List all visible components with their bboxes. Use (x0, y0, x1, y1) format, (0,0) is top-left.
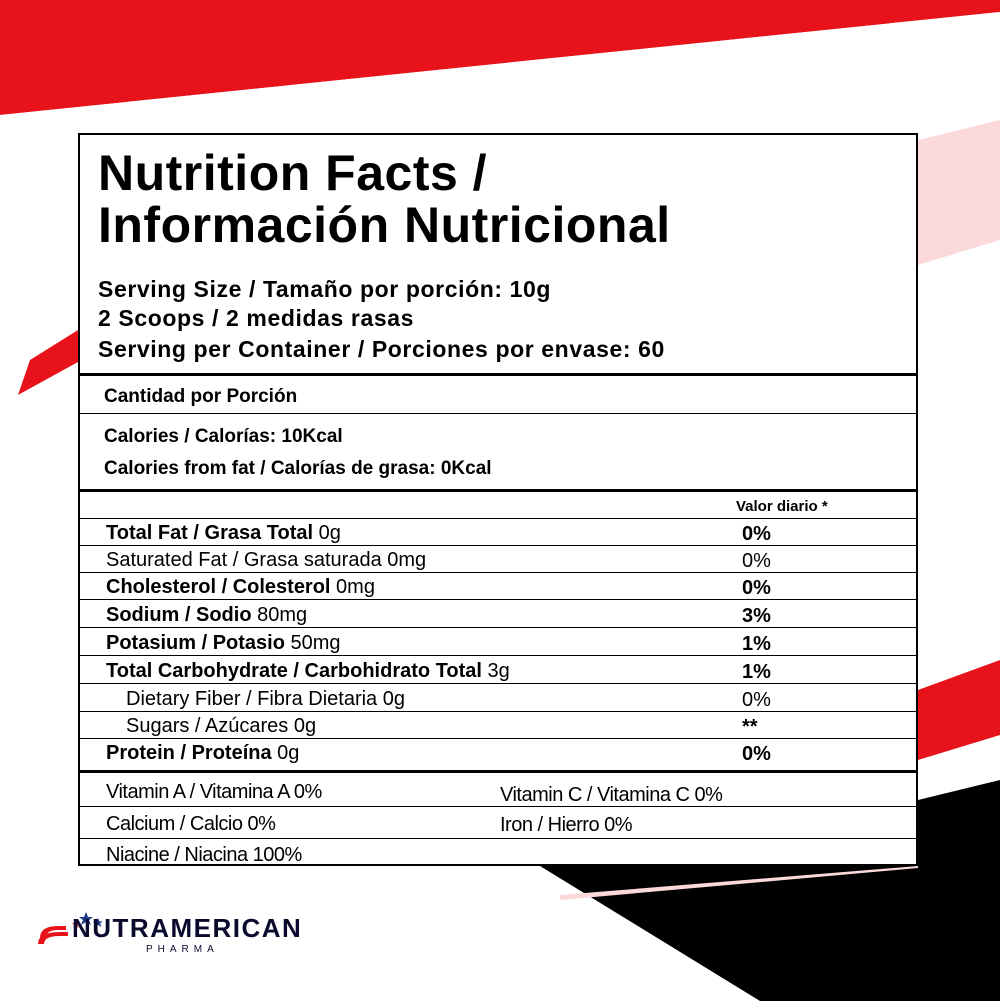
nutrient-amount: 0g (271, 742, 300, 764)
nutrient-row: Sugars / Azúcares 0g ** (80, 712, 916, 739)
serving-scoops: 2 Scoops / 2 medidas rasas (98, 305, 415, 331)
nutrient-name: Cholesterol / Colesterol (106, 576, 331, 598)
nutrient-amount: 80mg (251, 604, 308, 626)
divider (80, 489, 916, 492)
calcium: Calcium / Calcio 0% (106, 813, 276, 835)
servings-per-container: Serving per Container / Porciones por en… (98, 336, 665, 362)
nutrient-row: Potasium / Potasio 50mg 1% (80, 629, 916, 656)
nutrient-name: Sugars / Azúcares 0g (126, 715, 317, 737)
divider (80, 806, 916, 807)
daily-value-header: Valor diario * (736, 498, 828, 515)
title-line1: Nutrition Facts / (98, 145, 488, 201)
nutrient-amount: 0mg (330, 576, 375, 598)
nutrient-row: Protein / Proteína 0g 0% (80, 739, 916, 766)
nutrient-row: Saturated Fat / Grasa saturada 0mg 0% (80, 546, 916, 573)
divider (80, 770, 916, 773)
nutrient-row: Total Carbohydrate / Carbohidrato Total … (80, 657, 916, 684)
nutrient-amount: 3g (481, 660, 510, 682)
title-line2: Información Nutricional (98, 197, 671, 253)
amount-per-serving-label: Cantidad por Porción (104, 386, 298, 407)
nutrient-row: Sodium / Sodio 80mg 3% (80, 601, 916, 628)
brand-sub: PHARMA (146, 944, 219, 955)
nutrient-dv: 1% (742, 633, 771, 655)
divider (80, 518, 916, 519)
nutrient-dv: 3% (742, 605, 771, 627)
vitamin-c: Vitamin C / Vitamina C 0% (500, 784, 723, 806)
divider (80, 413, 916, 414)
nutrient-dv: ** (742, 716, 758, 738)
brand-name: NUTRAMERICAN (72, 913, 303, 943)
nutrient-amount: 0g (313, 522, 341, 544)
divider (80, 838, 916, 839)
calories: Calories / Calorías: 10Kcal (104, 426, 343, 447)
nutrient-row: Total Fat / Grasa Total 0g 0% (80, 519, 916, 546)
nutrient-row: Dietary Fiber / Fibra Dietaria 0g 0% (80, 685, 916, 712)
panel-title: Nutrition Facts / Información Nutriciona… (98, 147, 671, 251)
vitamin-a: Vitamin A / Vitamina A 0% (106, 781, 322, 803)
nutrient-name: Sodium / Sodio (106, 604, 252, 626)
divider (80, 373, 916, 376)
nutrient-dv: 0% (742, 577, 771, 599)
calories-from-fat: Calories from fat / Calorías de grasa: 0… (104, 458, 492, 479)
nutrient-dv: 0% (742, 689, 771, 711)
nutrient-name: Total Carbohydrate / Carbohidrato Total (106, 660, 482, 682)
nutrient-dv: 1% (742, 661, 771, 683)
nutrition-facts-panel: Nutrition Facts / Información Nutriciona… (78, 133, 918, 866)
star-flag-icon (38, 912, 103, 944)
nutrient-row: Cholesterol / Colesterol 0mg 0% (80, 573, 916, 600)
nutrient-dv: 0% (742, 523, 771, 545)
brand-logo: NUTRAMERICAN PHARMA (36, 908, 301, 978)
serving-size: Serving Size / Tamaño por porción: 10g (98, 276, 552, 302)
iron: Iron / Hierro 0% (500, 814, 633, 836)
nutrient-amount: 50mg (284, 632, 341, 654)
niacine: Niacine / Niacina 100% (106, 844, 302, 866)
nutrient-dv: 0% (742, 550, 771, 572)
nutrient-name: Saturated Fat / Grasa saturada 0mg (106, 549, 427, 571)
nutrient-name: Total Fat / Grasa Total (106, 522, 314, 544)
nutrient-name: Potasium / Potasio (106, 632, 285, 654)
nutrient-name: Protein / Proteína (106, 742, 272, 764)
nutrient-dv: 0% (742, 743, 771, 765)
nutrient-name: Dietary Fiber / Fibra Dietaria 0g (126, 688, 405, 710)
